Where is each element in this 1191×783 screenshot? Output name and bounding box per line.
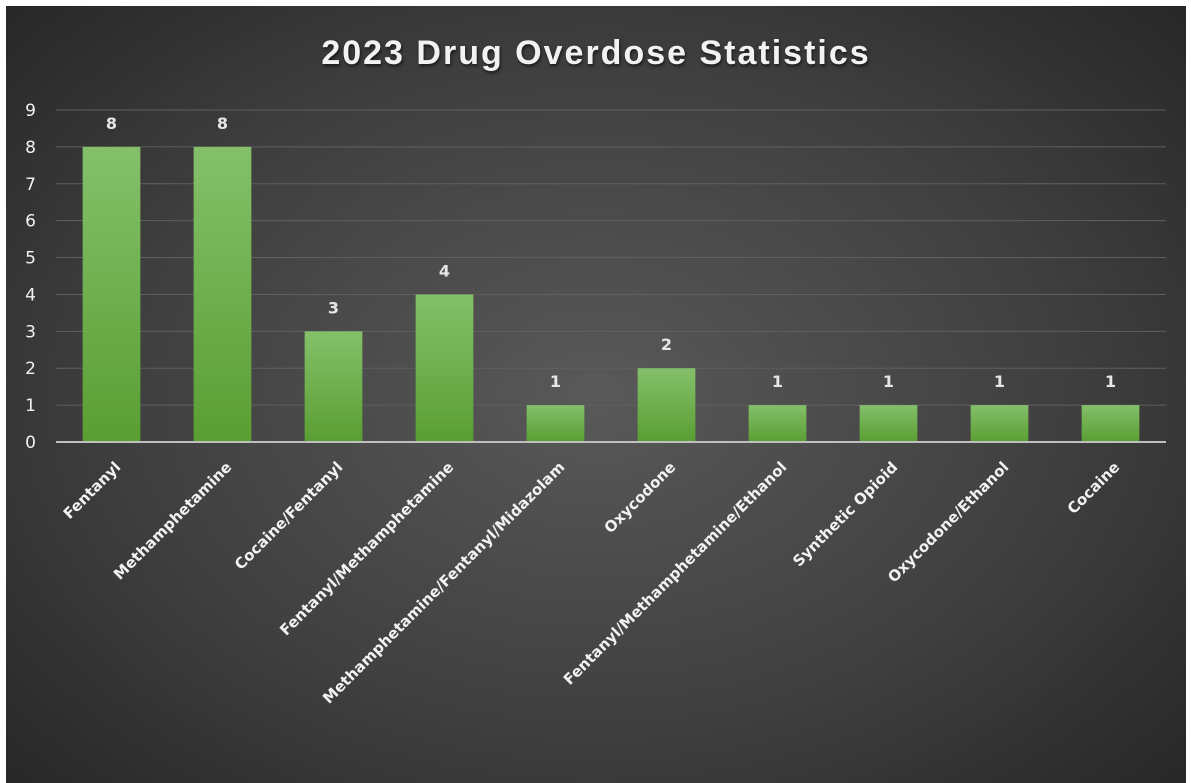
y-tick-label: 9 bbox=[25, 101, 36, 121]
bar-oxycodone-ethanol bbox=[971, 405, 1029, 442]
y-tick-label: 7 bbox=[25, 175, 36, 195]
x-category-label: Fentanyl/Methamphetamine/Ethanol bbox=[560, 458, 790, 688]
x-category-label: Cocaine bbox=[1064, 458, 1124, 518]
bar-synthetic-opioid bbox=[860, 405, 918, 442]
data-label: 3 bbox=[328, 298, 339, 317]
y-tick-label: 0 bbox=[25, 433, 36, 453]
x-category-label: Oxycodone/Ethanol bbox=[884, 458, 1012, 586]
bar-methamphetamine bbox=[194, 147, 252, 442]
x-category-label: Fentanyl/Methamphetamine bbox=[276, 458, 457, 639]
y-tick-label: 3 bbox=[25, 322, 36, 342]
y-axis: 0 1 2 3 4 5 6 7 8 9 bbox=[25, 101, 36, 453]
data-label: 4 bbox=[439, 261, 450, 280]
x-category-label: Methamphetamine bbox=[110, 458, 235, 583]
data-labels: 8 8 3 4 1 2 1 1 1 1 bbox=[106, 114, 1116, 391]
x-category-label: Synthetic Opioid bbox=[789, 458, 901, 570]
x-category-label: Cocaine/Fentanyl bbox=[231, 458, 346, 573]
bar-fentanyl-methamphetamine-ethanol bbox=[749, 405, 807, 442]
y-tick-label: 8 bbox=[25, 138, 36, 158]
bar-cocaine bbox=[1082, 405, 1140, 442]
y-tick-label: 4 bbox=[25, 285, 36, 305]
data-label: 2 bbox=[661, 335, 672, 354]
x-category-label: Fentanyl bbox=[60, 458, 125, 523]
data-label: 1 bbox=[550, 372, 561, 391]
bar-methamphetamine-fentanyl-midazolam bbox=[527, 405, 585, 442]
x-category-label: Oxycodone bbox=[601, 458, 680, 537]
bar-fentanyl bbox=[83, 147, 141, 442]
y-tick-label: 2 bbox=[25, 359, 36, 379]
y-tick-label: 6 bbox=[25, 212, 36, 232]
bar-fentanyl-methamphetamine bbox=[416, 294, 474, 442]
data-label: 1 bbox=[883, 372, 894, 391]
x-category-label: Methamphetamine/Fentanyl/Midazolam bbox=[319, 458, 568, 707]
bar-cocaine-fentanyl bbox=[305, 331, 363, 442]
y-tick-label: 1 bbox=[25, 396, 36, 416]
data-label: 8 bbox=[217, 114, 228, 133]
data-label: 1 bbox=[1105, 372, 1116, 391]
data-label: 1 bbox=[994, 372, 1005, 391]
data-label: 1 bbox=[772, 372, 783, 391]
y-tick-label: 5 bbox=[25, 249, 36, 269]
x-axis: FentanylMethamphetamineCocaine/FentanylF… bbox=[60, 458, 1124, 707]
bar-oxycodone bbox=[638, 368, 696, 442]
data-label: 8 bbox=[106, 114, 117, 133]
